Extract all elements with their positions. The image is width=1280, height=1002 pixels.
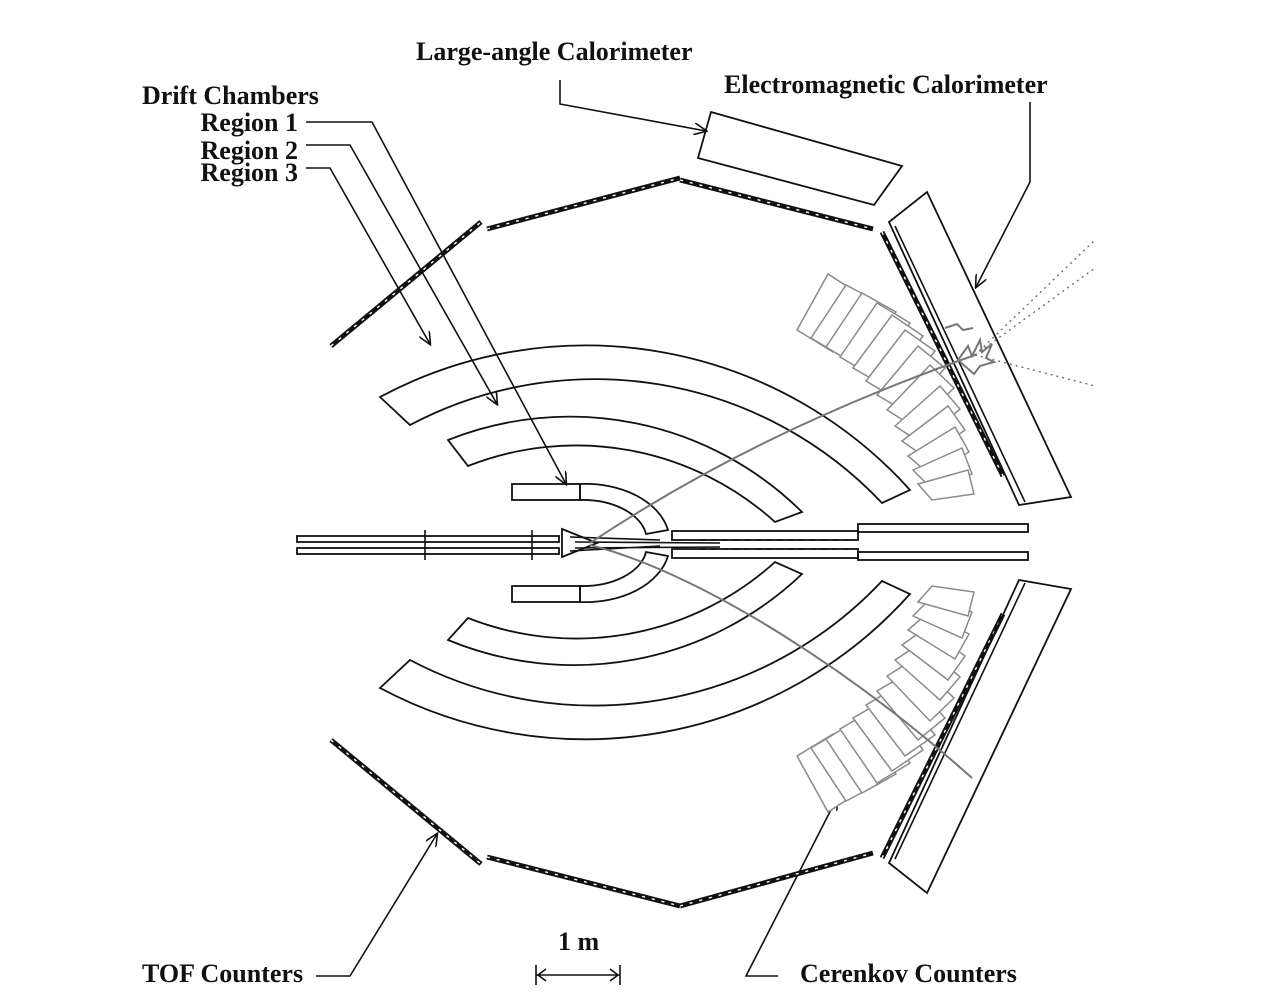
beam-line xyxy=(296,523,1029,561)
label-large-angle-calorimeter: Large-angle Calorimeter xyxy=(416,37,693,66)
large-angle-calorimeter xyxy=(696,110,904,207)
cerenkov-counters-upper xyxy=(795,272,975,501)
region-2-lower xyxy=(446,560,804,667)
tof-counters-upper xyxy=(329,175,1006,478)
arrow-region-2 xyxy=(306,144,497,404)
label-region-1: Region 1 xyxy=(201,108,299,137)
drift-chamber-shells xyxy=(378,344,912,741)
label-region-3: Region 3 xyxy=(201,158,299,187)
label-tof-counters: TOF Counters xyxy=(142,959,303,988)
pointer-arrows xyxy=(306,80,1031,977)
label-scale: 1 m xyxy=(558,927,600,956)
region-3-lower xyxy=(378,579,912,741)
region-2-upper xyxy=(446,415,804,524)
label-drift-chambers: Drift Chambers xyxy=(142,81,319,110)
label-electromagnetic-calorimeter: Electromagnetic Calorimeter xyxy=(724,70,1048,99)
scale-bar xyxy=(535,965,621,985)
em-calorimeter-lower xyxy=(887,578,1073,895)
tof-counters-lower xyxy=(329,612,1006,909)
label-cerenkov-counters: Cerenkov Counters xyxy=(800,959,1017,988)
label-region-2: Region 2 xyxy=(201,136,299,165)
arrow-large-angle-calorimeter xyxy=(559,80,706,131)
arrow-tof-counters xyxy=(316,834,437,977)
arrow-cerenkov-counters xyxy=(744,798,837,977)
region-3-upper xyxy=(378,344,912,505)
arrow-region-1 xyxy=(306,121,566,484)
region-1-chamber xyxy=(511,482,670,604)
particle-tracks xyxy=(589,239,1096,779)
arrow-electromagnetic-calorimeter xyxy=(976,102,1031,287)
em-calorimeter-upper xyxy=(887,190,1073,506)
arrow-region-3 xyxy=(306,167,430,344)
